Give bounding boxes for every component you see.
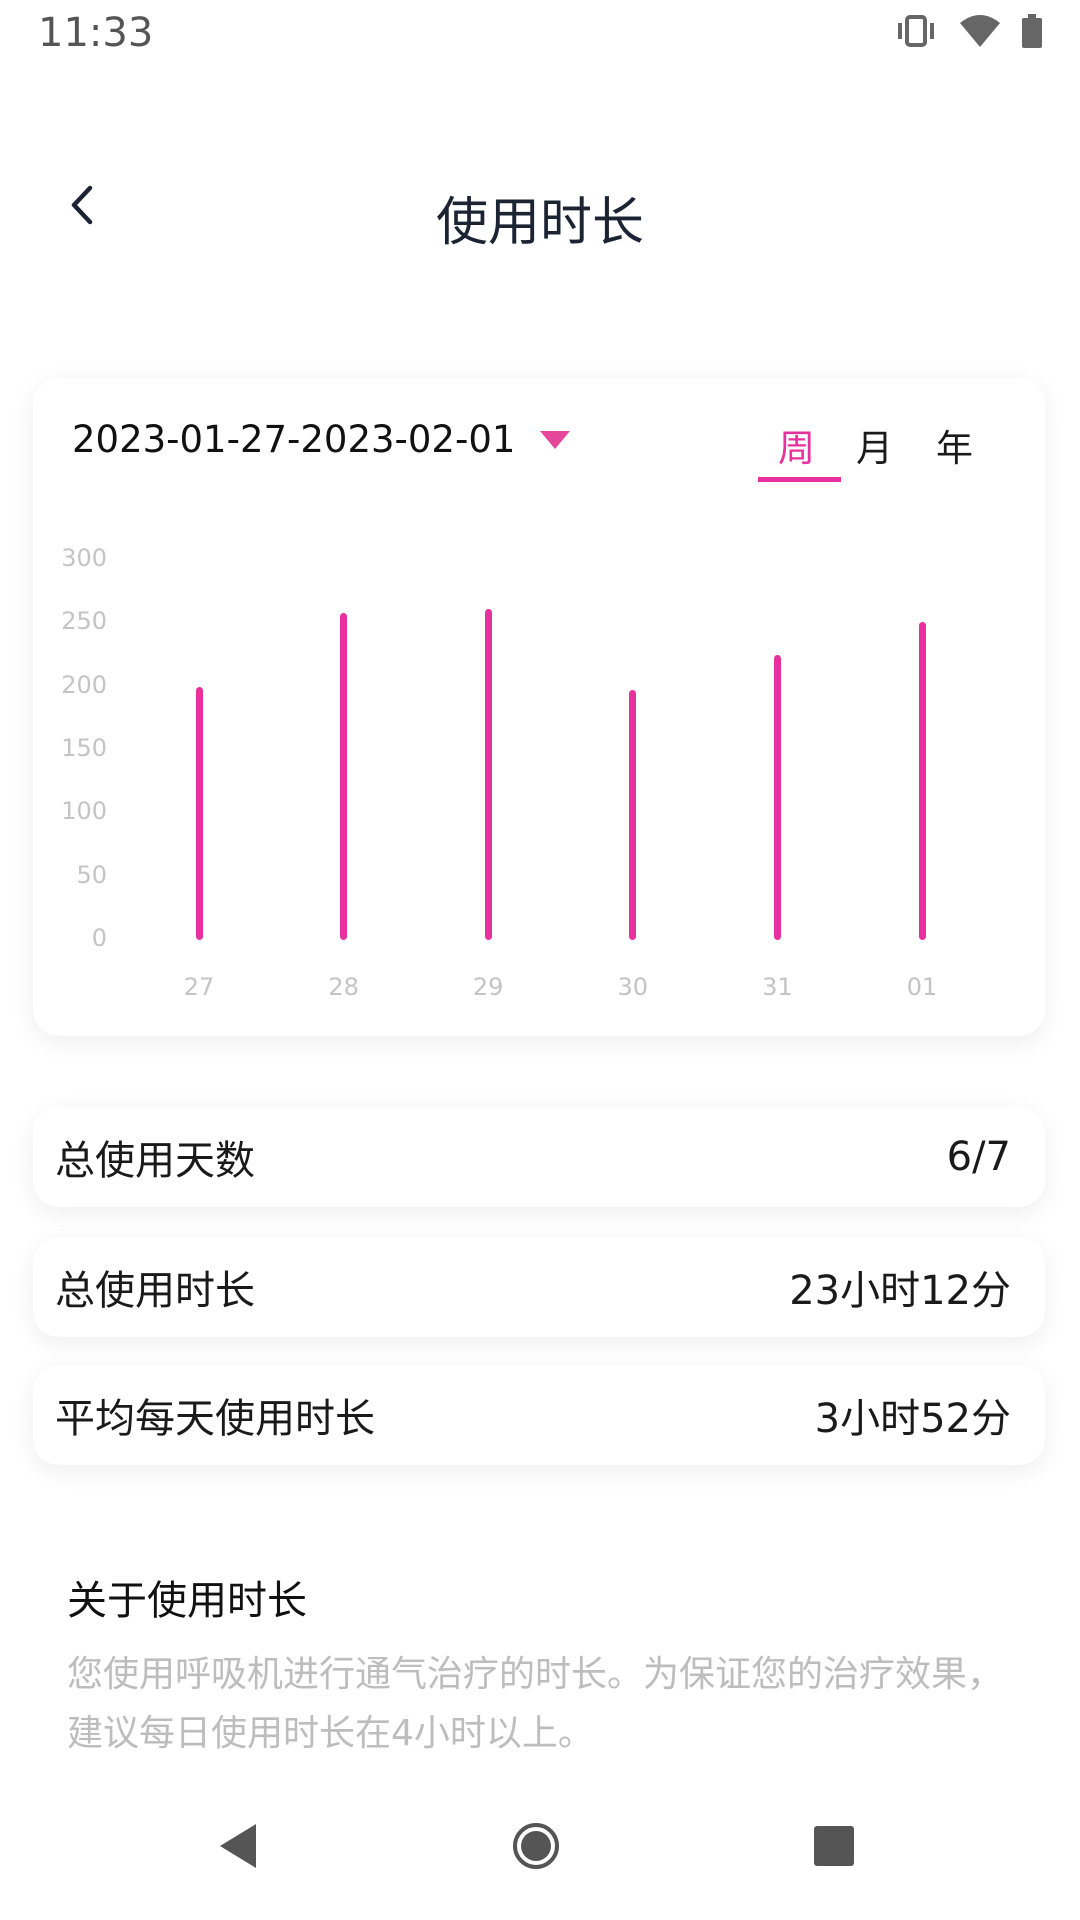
y-tick-label: 150	[61, 734, 107, 762]
x-tick-label: 01	[906, 973, 938, 1001]
y-tick-label: 250	[61, 607, 107, 636]
bar-30	[629, 690, 637, 940]
stat-label: 总使用时长	[55, 1268, 255, 1314]
tab-month[interactable]: 月	[856, 427, 893, 470]
date-range[interactable]: 2023-01-27-2023-02-01	[72, 418, 516, 461]
stat-value: 3小时52分	[814, 1396, 1011, 1442]
x-tick-label: 29	[472, 973, 504, 1001]
x-tick-label: 27	[183, 973, 215, 1001]
active-tab-underline	[758, 477, 841, 482]
status-time: 11:33	[38, 10, 154, 56]
status-icons	[894, 14, 1042, 48]
vibrate-icon	[898, 15, 934, 47]
about-description: 您使用呼吸机进行通气治疗的时长。为保证您的治疗效果，建议每日使用时长在4小时以上…	[67, 1654, 1004, 1754]
y-tick-label: 0	[91, 924, 107, 952]
about-title: 关于使用时长	[67, 1578, 307, 1624]
dropdown-triangle-icon[interactable]	[540, 431, 570, 449]
bar-29	[484, 609, 492, 940]
home-circle-icon[interactable]	[512, 1822, 560, 1870]
tab-year[interactable]: 年	[936, 427, 973, 470]
back-chevron-icon[interactable]	[62, 180, 102, 230]
bar-27	[195, 686, 203, 940]
x-tick-label: 28	[328, 973, 359, 1001]
recents-square-icon[interactable]	[814, 1826, 854, 1866]
y-tick-label: 50	[76, 860, 107, 889]
back-triangle-icon[interactable]	[216, 1822, 260, 1870]
wifi-icon	[960, 15, 1000, 47]
battery-icon	[1022, 14, 1042, 48]
stat-value: 23小时12分	[789, 1268, 1011, 1314]
stat-row-total-duration: 总使用时长 23小时12分	[33, 1237, 1045, 1337]
stat-row-total-days: 总使用天数 6/7	[33, 1107, 1045, 1207]
bar-28	[340, 613, 348, 940]
y-tick-label: 200	[61, 670, 107, 699]
x-tick-label: 30	[617, 973, 649, 1001]
y-tick-label: 300	[61, 544, 107, 572]
bar-31	[773, 655, 781, 940]
page-title: 使用时长	[435, 193, 644, 253]
stat-value: 6/7	[946, 1134, 1011, 1180]
y-tick-label: 100	[61, 797, 107, 826]
chart-card: 2023-01-27-2023-02-01 周 月 年 0 50 100 150 200…	[33, 378, 1045, 1036]
tab-week[interactable]: 周	[778, 427, 815, 470]
bar-01	[918, 622, 926, 940]
x-tick-label: 31	[762, 973, 793, 1001]
usage-chart: 0 50 100 150 200 250 300 27 28 29 30 31 01	[33, 378, 1045, 1036]
stat-row-average-duration: 平均每天使用时长 3小时52分	[33, 1365, 1045, 1465]
stat-label: 平均每天使用时长	[55, 1396, 375, 1442]
stat-label: 总使用天数	[55, 1138, 255, 1184]
